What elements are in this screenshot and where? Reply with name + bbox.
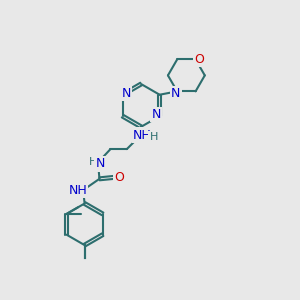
Text: NH: NH [68, 184, 87, 196]
Text: N: N [122, 87, 131, 100]
Text: N: N [171, 87, 180, 100]
Text: N: N [96, 158, 105, 170]
Text: O: O [194, 53, 204, 66]
Text: NH: NH [133, 129, 152, 142]
Text: H: H [149, 132, 158, 142]
Text: H: H [88, 158, 97, 167]
Text: O: O [115, 171, 124, 184]
Text: N: N [152, 108, 161, 121]
